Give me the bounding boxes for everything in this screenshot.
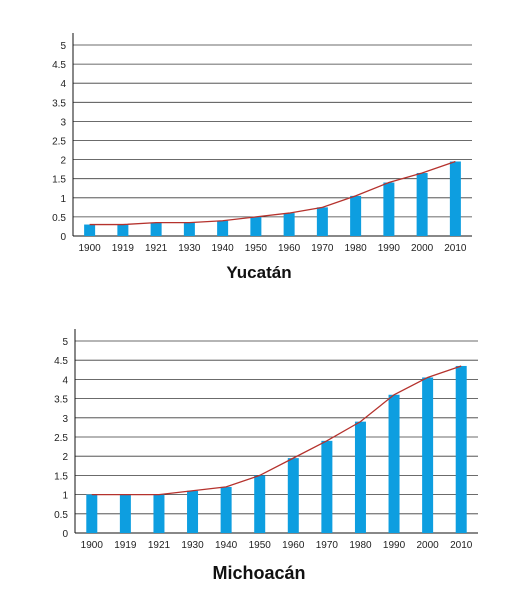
bar — [455, 365, 467, 533]
trend-line — [89, 160, 456, 226]
y-tick-label: 5 — [60, 41, 66, 52]
y-tick-label: 0.5 — [52, 213, 66, 224]
bar — [220, 486, 232, 533]
y-tick-label: 4.5 — [52, 60, 66, 71]
x-tick-label: 1950 — [249, 540, 272, 551]
bar — [150, 222, 162, 236]
x-tick-label: 1940 — [215, 540, 238, 551]
y-tick-label: 3 — [60, 117, 66, 128]
bar — [119, 494, 131, 533]
x-tick-label: 1970 — [316, 540, 339, 551]
x-tick-label: 1950 — [245, 243, 268, 254]
michoacan-chart: 0 0.5 1 1.5 2 2.5 3 3.5 4 4.5 5 1900 1919 1921 1930 194… — [54, 329, 478, 551]
x-tick-label: 1990 — [378, 243, 401, 254]
y-tick-label: 4 — [62, 375, 68, 386]
y-tick-label: 2 — [62, 452, 68, 463]
y-tick-label: 3.5 — [52, 98, 66, 109]
x-tick-label: 1930 — [181, 540, 204, 551]
bar — [316, 207, 328, 236]
yucatan-chart: 0 0.5 1 1.5 2 2.5 3 3.5 4 4.5 5 1900 1919 1921 1930 194… — [52, 33, 472, 254]
y-tick-label: 1.5 — [54, 471, 68, 482]
y-tick-label: 2 — [60, 156, 66, 167]
bar — [422, 377, 434, 533]
x-tick-label: 1919 — [112, 243, 135, 254]
bar — [287, 458, 299, 533]
bar — [117, 224, 129, 236]
bar — [86, 494, 98, 533]
x-tick-label: 1919 — [114, 540, 137, 551]
y-tick-label: 2.5 — [54, 433, 68, 444]
x-tick-label: 2000 — [411, 243, 434, 254]
x-tick-label: 1921 — [148, 540, 171, 551]
y-tick-label: 0.5 — [54, 510, 68, 521]
x-tick-label: 2010 — [444, 243, 467, 254]
bar — [254, 475, 266, 533]
y-tick-label: 2.5 — [52, 137, 66, 148]
x-tick-label: 1990 — [383, 540, 406, 551]
x-tick-label: 1900 — [81, 540, 104, 551]
bar — [416, 172, 428, 236]
bar — [187, 490, 199, 533]
bar — [449, 161, 461, 236]
x-tick-label: 2000 — [417, 540, 440, 551]
trend-line — [91, 365, 462, 496]
y-tick-label: 0 — [60, 232, 66, 243]
x-tick-label: 1960 — [278, 243, 301, 254]
bar — [321, 440, 333, 533]
y-tick-label: 0 — [62, 529, 68, 540]
bar — [84, 224, 96, 236]
y-tick-label: 1.5 — [52, 175, 66, 186]
x-tick-label: 2010 — [450, 540, 473, 551]
y-tick-label: 1 — [60, 194, 66, 205]
x-tick-label: 1960 — [282, 540, 305, 551]
chart-panel-yucatan: 0 0.5 1 1.5 2 2.5 3 3.5 4 4.5 5 1900 1919 1921 1930 194… — [0, 0, 518, 290]
y-tick-label: 4 — [60, 79, 66, 90]
bar — [383, 182, 395, 236]
y-tick-label: 4.5 — [54, 356, 68, 367]
x-tick-label: 1980 — [345, 243, 368, 254]
x-tick-label: 1980 — [349, 540, 372, 551]
x-tick-label: 1930 — [178, 243, 201, 254]
x-tick-label: 1921 — [145, 243, 168, 254]
y-tick-label: 1 — [62, 491, 68, 502]
x-tick-label: 1940 — [212, 243, 235, 254]
chart-panel-michoacan: 0 0.5 1 1.5 2 2.5 3 3.5 4 4.5 5 1900 1919 1921 1930 194… — [0, 300, 518, 600]
chart-title-yucatan: Yucatán — [226, 263, 292, 282]
bar — [283, 213, 295, 236]
y-tick-label: 3.5 — [54, 395, 68, 406]
x-tick-label: 1970 — [311, 243, 334, 254]
x-tick-label: 1900 — [79, 243, 102, 254]
bar — [350, 195, 362, 236]
bar — [250, 216, 262, 236]
bar — [183, 222, 195, 236]
bar — [388, 394, 400, 533]
y-tick-label: 5 — [62, 337, 68, 348]
bar — [354, 421, 366, 533]
bar — [217, 220, 229, 236]
bar — [153, 494, 165, 533]
y-tick-label: 3 — [62, 414, 68, 425]
chart-title-michoacan: Michoacán — [212, 563, 306, 583]
